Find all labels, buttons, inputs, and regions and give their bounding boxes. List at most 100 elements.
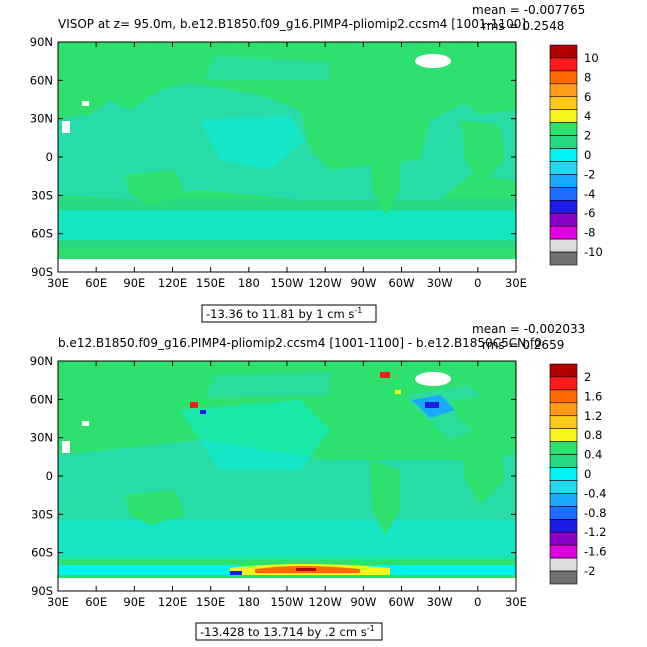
colorbar-swatch bbox=[549, 363, 578, 378]
colorbar-swatch bbox=[549, 544, 578, 559]
x-tick-label: 0 bbox=[474, 276, 481, 290]
y-tick-label: 0 bbox=[46, 150, 53, 164]
colorbar-swatch bbox=[549, 480, 578, 494]
colorbar-label: -1.2 bbox=[584, 525, 606, 539]
y-tick-label: 0 bbox=[46, 469, 53, 483]
colorbar-swatch bbox=[549, 109, 578, 123]
y-tick-label: 30S bbox=[31, 188, 53, 202]
colorbar-label: 2 bbox=[584, 370, 591, 384]
y-tick-label: 60S bbox=[31, 546, 53, 560]
x-tick-label: 120W bbox=[309, 595, 342, 609]
colorbar-swatch bbox=[549, 57, 578, 72]
panel-2-rms: rms = 0.2659 bbox=[482, 338, 564, 352]
colorbar-swatch bbox=[549, 135, 578, 149]
panel-1-axes: 30E 60E 90E 120E 150E 180 150W 120W 90W 60W 30W 0 30… bbox=[30, 35, 527, 290]
x-tick-label: 150W bbox=[270, 276, 303, 290]
colorbar-label: 0.8 bbox=[584, 428, 602, 442]
panel-2-colorbar: 2 1.6 1.2 0.8 0.4 0 -0.4 -0.8 -1.2 -1.6 -2 bbox=[549, 363, 606, 585]
colorbar-swatch bbox=[549, 493, 578, 507]
colorbar-swatch bbox=[549, 389, 578, 404]
y-tick-label: 30S bbox=[31, 507, 53, 521]
colorbar-swatch bbox=[549, 402, 578, 417]
panel-1-map bbox=[58, 42, 516, 259]
y-tick-label: 30N bbox=[30, 431, 53, 445]
colorbar-swatch bbox=[549, 174, 578, 188]
colorbar-label: 0.4 bbox=[584, 448, 602, 462]
x-tick-label: 150W bbox=[270, 595, 303, 609]
x-tick-label: 60W bbox=[388, 276, 414, 290]
colorbar-swatch bbox=[549, 122, 578, 136]
x-tick-label: 180 bbox=[238, 276, 260, 290]
panel-2-map bbox=[58, 361, 516, 578]
panel-2-mean: mean = -0.002033 bbox=[472, 322, 585, 336]
colorbar-label: 10 bbox=[584, 51, 599, 65]
panel-1-title: VISOP at z= 95.0m, b.e12.B1850.f09_g16.P… bbox=[58, 17, 526, 31]
x-tick-label: 150E bbox=[196, 276, 225, 290]
x-tick-label: 30E bbox=[47, 595, 69, 609]
colorbar-swatch bbox=[549, 96, 578, 111]
colorbar-label: -6 bbox=[584, 206, 595, 220]
colorbar-label: -2 bbox=[584, 167, 595, 181]
panel-2-axes: 30E 60E 90E 120E 150E 180 150W 120W 90W 60W 30W 0 30… bbox=[30, 354, 527, 609]
panel-1: VISOP at z= 95.0m, b.e12.B1850.f09_g16.P… bbox=[30, 3, 603, 323]
colorbar-swatch bbox=[549, 251, 578, 266]
x-tick-label: 120E bbox=[158, 276, 187, 290]
x-tick-label: 60E bbox=[85, 595, 107, 609]
panel-1-colorbar: 10 8 6 4 2 0 -2 -4 -6 -8 -10 bbox=[549, 44, 603, 266]
colorbar-swatch bbox=[549, 148, 578, 162]
colorbar-swatch bbox=[549, 44, 578, 59]
panel-1-rms: rms = 0.2548 bbox=[482, 19, 564, 33]
colorbar-swatch bbox=[549, 557, 578, 572]
x-tick-label: 60W bbox=[388, 595, 414, 609]
panel-1-contour-info: -13.36 to 11.81 by 1 cm s-1 bbox=[206, 306, 362, 321]
y-tick-label: 30N bbox=[30, 112, 53, 126]
colorbar-swatch bbox=[549, 199, 578, 214]
colorbar-label: -8 bbox=[584, 226, 595, 240]
x-tick-label: 120E bbox=[158, 595, 187, 609]
colorbar-label: -4 bbox=[584, 187, 595, 201]
colorbar-label: 0 bbox=[584, 148, 591, 162]
colorbar-label: -2 bbox=[584, 564, 595, 578]
colorbar-swatch bbox=[549, 225, 578, 240]
y-tick-label: 60N bbox=[30, 73, 53, 87]
colorbar-swatch bbox=[549, 428, 578, 442]
colorbar-label: 0 bbox=[584, 467, 591, 481]
x-tick-label: 30W bbox=[427, 595, 453, 609]
colorbar-label: -10 bbox=[584, 245, 603, 259]
x-tick-label: 30E bbox=[505, 595, 527, 609]
x-tick-label: 120W bbox=[309, 276, 342, 290]
colorbar-swatch bbox=[549, 376, 578, 391]
colorbar-swatch bbox=[549, 506, 578, 520]
colorbar-swatch bbox=[549, 454, 578, 468]
y-tick-label: 60N bbox=[30, 392, 53, 406]
colorbar-swatch bbox=[549, 415, 578, 430]
y-tick-label: 60S bbox=[31, 227, 53, 241]
x-tick-label: 30E bbox=[505, 276, 527, 290]
colorbar-swatch bbox=[549, 531, 578, 546]
colorbar-swatch bbox=[549, 83, 578, 98]
y-tick-label: 90S bbox=[31, 584, 53, 598]
colorbar-label: 6 bbox=[584, 90, 591, 104]
colorbar-label: -1.6 bbox=[584, 545, 606, 559]
colorbar-label: -0.8 bbox=[584, 506, 606, 520]
panel-2-title: b.e12.B1850.f09_g16.PIMP4-pliomip2.ccsm4… bbox=[58, 336, 542, 350]
colorbar-swatch bbox=[549, 441, 578, 455]
colorbar-swatch bbox=[549, 467, 578, 481]
x-tick-label: 30E bbox=[47, 276, 69, 290]
colorbar-swatch bbox=[549, 70, 578, 85]
y-tick-label: 90S bbox=[31, 265, 53, 279]
x-tick-label: 90E bbox=[123, 276, 145, 290]
y-tick-label: 90N bbox=[30, 35, 53, 49]
y-tick-label: 90N bbox=[30, 354, 53, 368]
colorbar-swatch bbox=[549, 187, 578, 201]
x-tick-label: 60E bbox=[85, 276, 107, 290]
x-tick-label: 30W bbox=[427, 276, 453, 290]
colorbar-label: 4 bbox=[584, 109, 591, 123]
colorbar-label: 8 bbox=[584, 70, 591, 84]
x-tick-label: 180 bbox=[238, 595, 260, 609]
colorbar-label: 1.6 bbox=[584, 389, 602, 403]
panel-1-mean: mean = -0.007765 bbox=[472, 3, 585, 17]
colorbar-label: 2 bbox=[584, 129, 591, 143]
colorbar-label: 1.2 bbox=[584, 409, 602, 423]
